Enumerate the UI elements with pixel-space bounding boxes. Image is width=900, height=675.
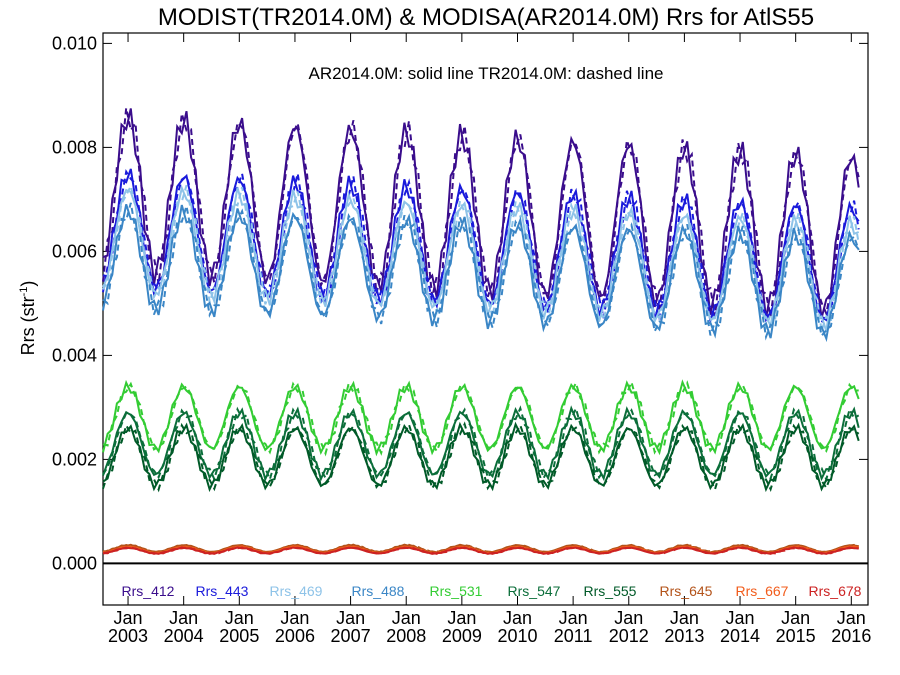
legend-item-rrs-488: Rrs_488 <box>352 583 405 599</box>
y-axis-label-main: Rrs (str <box>18 296 38 355</box>
x-tick-month: Jan <box>280 608 309 628</box>
x-tick-year: 2013 <box>664 626 704 646</box>
legend: Rrs_412 Rrs_443 Rrs_469 Rrs_488 Rrs_531 Rrs_5… <box>122 583 862 599</box>
legend-item-rrs-667: Rrs_667 <box>736 583 789 599</box>
legend-item-rrs-678: Rrs_678 <box>809 583 862 599</box>
chart-title: MODIST(TR2014.0M) & MODISA(AR2014.0M) Rr… <box>158 4 814 31</box>
x-tick-month: Jan <box>726 608 755 628</box>
x-axis-ticks: Jan2003Jan2004Jan2005Jan2006Jan2007Jan20… <box>108 33 871 646</box>
legend-item-rrs-531: Rrs_531 <box>430 583 483 599</box>
series-line-rrs-547-solid <box>102 405 860 483</box>
legend-item-rrs-412: Rrs_412 <box>122 583 175 599</box>
x-tick-year: 2012 <box>609 626 649 646</box>
legend-item-rrs-469: Rrs_469 <box>270 583 323 599</box>
x-tick-year: 2003 <box>108 626 148 646</box>
legend-item-rrs-645: Rrs_645 <box>660 583 713 599</box>
x-tick-year: 2009 <box>442 626 482 646</box>
series-lines <box>102 107 860 555</box>
y-axis-label-sup: -1 <box>18 287 30 297</box>
y-axis-label: Rrs (str-1) <box>18 281 38 356</box>
legend-item-rrs-547: Rrs_547 <box>508 583 561 599</box>
series-line-rrs-469-dashed <box>102 183 860 332</box>
y-axis-label-close: ) <box>18 281 38 287</box>
x-tick-month: Jan <box>169 608 198 628</box>
x-tick-month: Jan <box>837 608 866 628</box>
y-tick-label: 0.006 <box>52 241 97 261</box>
legend-item-rrs-555: Rrs_555 <box>584 583 637 599</box>
x-tick-year: 2008 <box>386 626 426 646</box>
x-tick-month: Jan <box>781 608 810 628</box>
series-line-rrs-488-dashed <box>102 202 860 341</box>
x-tick-month: Jan <box>670 608 699 628</box>
y-axis-ticks: 0.000 0.002 0.004 0.006 0.008 0.010 <box>52 33 868 573</box>
y-tick-label: 0.000 <box>52 553 97 573</box>
x-tick-month: Jan <box>447 608 476 628</box>
x-tick-year: 2006 <box>275 626 315 646</box>
y-tick-label: 0.004 <box>52 345 97 365</box>
x-tick-month: Jan <box>392 608 421 628</box>
x-tick-month: Jan <box>614 608 643 628</box>
series-line-rrs-678-dashed <box>102 546 859 555</box>
plot-frame <box>102 32 869 606</box>
x-tick-month: Jan <box>503 608 532 628</box>
chart-subtitle: AR2014.0M: solid line TR2014.0M: dashed … <box>308 64 663 83</box>
series-line-rrs-547-dashed <box>102 405 860 483</box>
x-tick-year: 2010 <box>497 626 537 646</box>
x-tick-year: 2014 <box>720 626 760 646</box>
x-tick-year: 2015 <box>776 626 816 646</box>
x-tick-month: Jan <box>559 608 588 628</box>
y-tick-label: 0.002 <box>52 449 97 469</box>
x-tick-month: Jan <box>114 608 143 628</box>
y-tick-label: 0.010 <box>52 33 97 53</box>
x-tick-year: 2007 <box>331 626 371 646</box>
series-line-rrs-531-dashed <box>102 379 859 457</box>
x-tick-year: 2011 <box>554 626 593 646</box>
x-tick-year: 2005 <box>219 626 259 646</box>
x-tick-month: Jan <box>336 608 365 628</box>
x-tick-year: 2016 <box>831 626 871 646</box>
x-tick-year: 2004 <box>164 626 204 646</box>
legend-item-rrs-443: Rrs_443 <box>196 583 249 599</box>
x-tick-month: Jan <box>225 608 254 628</box>
series-line-rrs-555-dashed <box>102 421 860 493</box>
series-line-rrs-412-dashed <box>102 107 860 317</box>
y-tick-label: 0.008 <box>52 137 97 157</box>
